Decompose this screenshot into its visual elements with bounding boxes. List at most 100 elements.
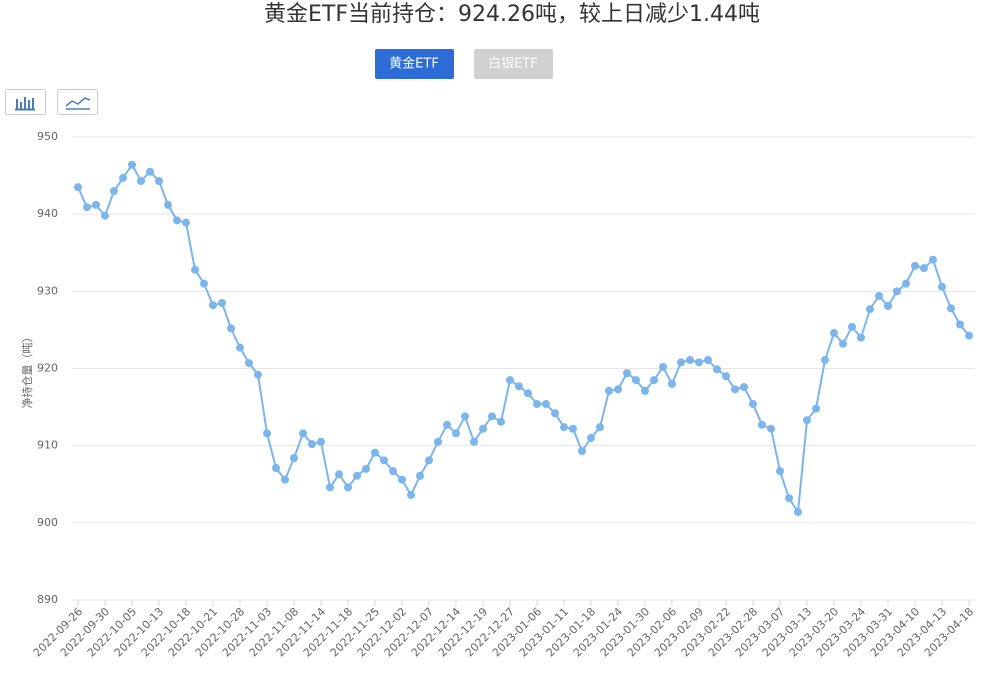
data-point bbox=[398, 475, 406, 484]
data-point bbox=[479, 424, 487, 433]
data-point bbox=[461, 412, 469, 421]
data-point bbox=[173, 216, 181, 225]
data-point bbox=[497, 417, 505, 426]
data-point bbox=[272, 464, 280, 473]
data-point bbox=[434, 437, 442, 446]
data-point bbox=[578, 447, 586, 456]
data-point bbox=[839, 339, 847, 348]
data-point bbox=[515, 382, 523, 391]
tab-silver[interactable] bbox=[474, 49, 553, 79]
data-point bbox=[263, 429, 271, 438]
data-point bbox=[677, 358, 685, 367]
data-point bbox=[902, 279, 910, 288]
data-point bbox=[416, 471, 424, 480]
data-point bbox=[740, 383, 748, 392]
data-point bbox=[182, 218, 190, 227]
data-point bbox=[245, 359, 253, 368]
data-point bbox=[452, 429, 460, 438]
data-point bbox=[866, 305, 874, 314]
data-point bbox=[722, 372, 730, 381]
data-point bbox=[965, 331, 973, 340]
data-point bbox=[956, 320, 964, 329]
line-view-button[interactable] bbox=[57, 89, 98, 115]
data-point bbox=[560, 423, 568, 432]
data-point bbox=[803, 416, 811, 425]
data-point bbox=[155, 176, 163, 185]
data-point bbox=[875, 291, 883, 300]
data-point bbox=[857, 333, 865, 342]
data-point bbox=[749, 399, 757, 408]
data-point bbox=[632, 376, 640, 385]
data-point bbox=[848, 322, 856, 331]
y-tick-label: 920 bbox=[37, 362, 58, 375]
data-point bbox=[146, 167, 154, 176]
data-point bbox=[281, 475, 289, 484]
data-point bbox=[137, 176, 145, 185]
tab-gold[interactable] bbox=[375, 49, 454, 79]
data-point bbox=[362, 464, 370, 473]
data-point bbox=[830, 329, 838, 338]
data-point bbox=[605, 386, 613, 395]
data-point bbox=[650, 376, 658, 385]
data-point bbox=[209, 301, 217, 310]
data-point bbox=[506, 376, 514, 385]
data-line bbox=[77, 162, 970, 515]
y-tick-label: 930 bbox=[37, 284, 58, 297]
data-point bbox=[794, 508, 802, 517]
data-point bbox=[587, 433, 595, 442]
data-point bbox=[695, 358, 703, 367]
data-point bbox=[920, 264, 928, 273]
data-point bbox=[893, 287, 901, 296]
data-point bbox=[380, 456, 388, 465]
y-tick-label: 900 bbox=[37, 516, 58, 529]
data-point bbox=[290, 454, 298, 463]
y-axis-label: 净持仓量（吨） bbox=[20, 332, 34, 409]
data-point bbox=[659, 362, 667, 371]
y-tick-label: 890 bbox=[37, 593, 58, 606]
data-point bbox=[884, 301, 892, 310]
data-point bbox=[317, 437, 325, 446]
data-point bbox=[623, 369, 631, 378]
y-tick-label: 940 bbox=[37, 207, 58, 220]
data-point bbox=[731, 385, 739, 394]
data-point bbox=[713, 365, 721, 374]
data-point bbox=[533, 399, 541, 408]
line-icon bbox=[65, 97, 91, 110]
data-point bbox=[929, 255, 937, 264]
data-point bbox=[200, 279, 208, 288]
data-point bbox=[326, 483, 334, 492]
data-point bbox=[785, 494, 793, 503]
data-point bbox=[308, 440, 316, 449]
data-point bbox=[299, 429, 307, 438]
tab-label[interactable]: 白银ETF bbox=[488, 56, 538, 72]
data-point bbox=[776, 467, 784, 476]
data-point bbox=[191, 265, 199, 274]
chart-title: 黄金ETF当前持仓：924.26吨，较上日减少1.44吨 bbox=[264, 2, 760, 27]
data-point bbox=[524, 389, 532, 398]
tab-label[interactable]: 黄金ETF bbox=[389, 56, 439, 72]
data-point bbox=[119, 173, 127, 182]
data-point bbox=[389, 467, 397, 476]
data-point bbox=[236, 343, 244, 352]
data-point bbox=[407, 491, 415, 500]
data-point bbox=[344, 483, 352, 492]
data-point bbox=[569, 424, 577, 433]
data-point bbox=[947, 304, 955, 313]
data-point bbox=[614, 385, 622, 394]
data-point bbox=[821, 356, 829, 365]
data-point bbox=[227, 324, 235, 333]
data-point bbox=[812, 404, 820, 413]
data-point bbox=[128, 160, 136, 169]
data-point bbox=[596, 423, 604, 432]
data-point bbox=[92, 200, 100, 209]
data-point bbox=[767, 424, 775, 433]
data-point bbox=[74, 183, 82, 192]
data-point bbox=[110, 187, 118, 196]
data-point bbox=[371, 448, 379, 457]
data-point bbox=[668, 379, 676, 388]
data-point bbox=[254, 370, 262, 379]
data-point bbox=[911, 261, 919, 270]
data-point bbox=[443, 420, 451, 429]
